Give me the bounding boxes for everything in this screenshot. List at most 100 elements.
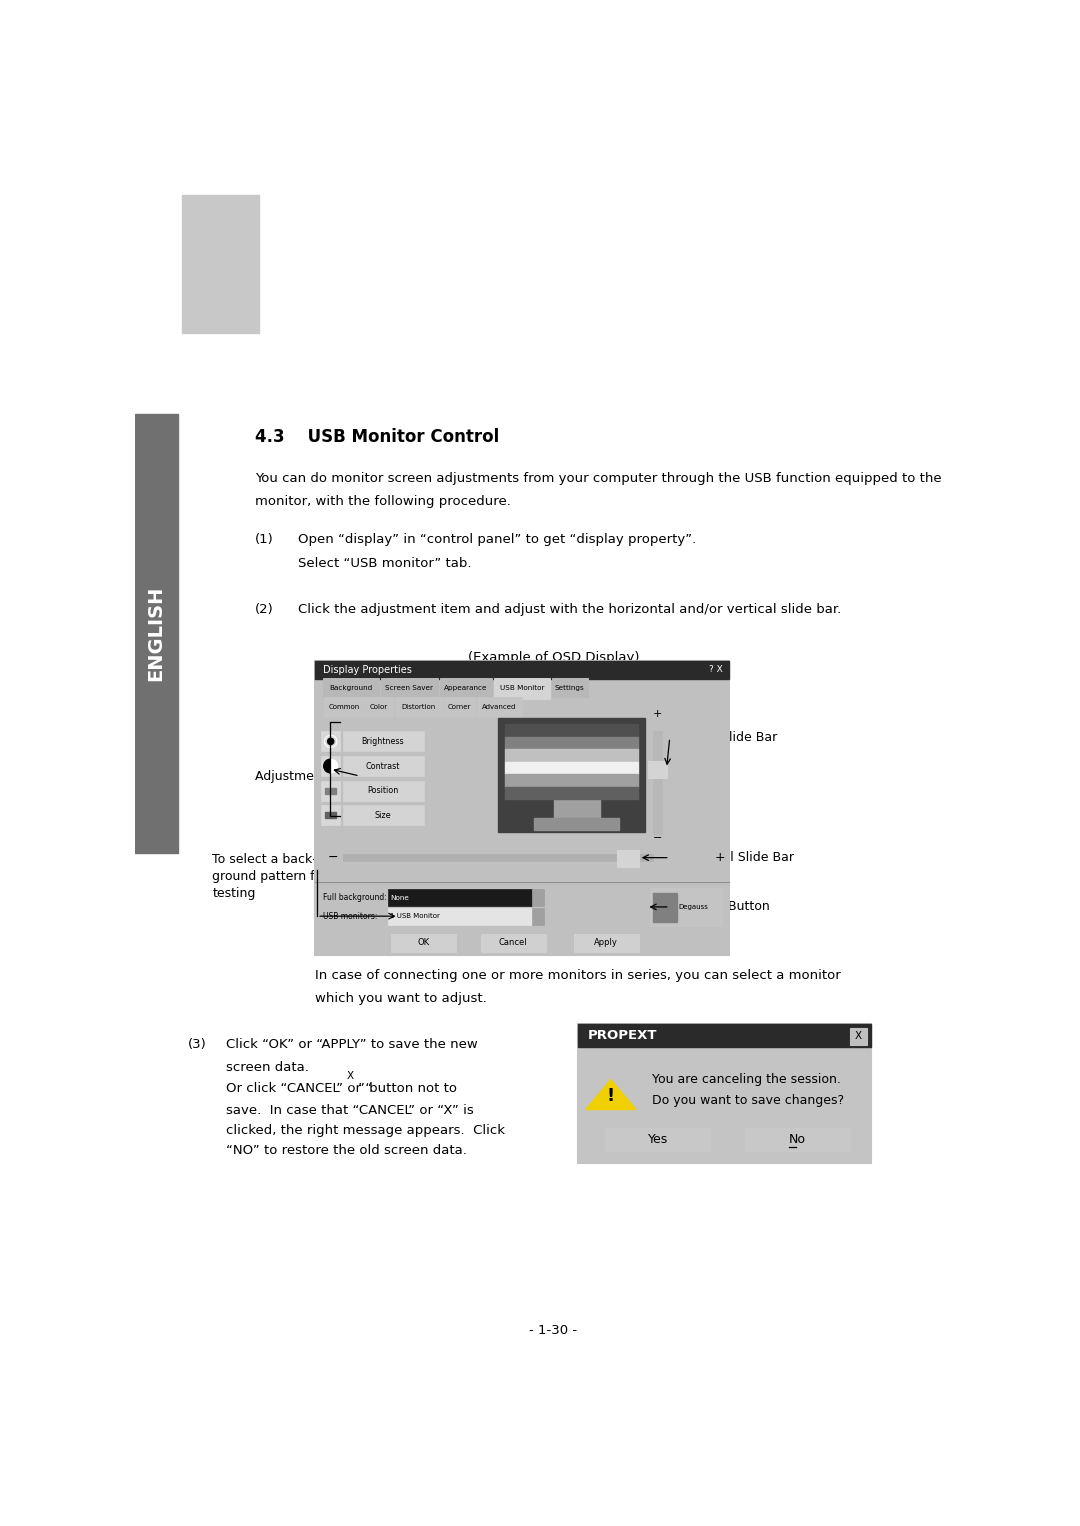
Text: Do you want to save changes?: Do you want to save changes?	[652, 1094, 845, 1108]
Bar	[321, 806, 340, 826]
Text: Settings: Settings	[555, 685, 584, 691]
Bar	[554, 800, 600, 818]
Text: −: −	[327, 852, 338, 864]
Bar	[181, 195, 259, 333]
Bar	[365, 697, 393, 717]
Bar	[573, 934, 638, 952]
Bar	[552, 678, 588, 697]
Bar	[135, 414, 177, 853]
Text: Corner: Corner	[448, 703, 471, 710]
Text: Screen Saver: Screen Saver	[386, 685, 433, 691]
Bar	[504, 725, 638, 737]
Bar	[324, 697, 364, 717]
Text: screen data.: screen data.	[226, 1061, 309, 1074]
Bar	[494, 678, 551, 699]
Bar	[391, 934, 456, 952]
Text: Open “display” in “control panel” to get “display property”.: Open “display” in “control panel” to get…	[298, 534, 696, 546]
Bar	[394, 697, 443, 717]
Bar	[850, 1029, 866, 1045]
Text: !: !	[607, 1087, 615, 1105]
Text: None: None	[390, 894, 409, 900]
Text: Cancel: Cancel	[499, 938, 527, 948]
Text: Apply: Apply	[594, 938, 618, 948]
Bar	[342, 806, 424, 826]
Text: 4.3    USB Monitor Control: 4.3 USB Monitor Control	[255, 427, 499, 446]
Bar	[608, 1131, 707, 1148]
Text: 1 USB Monitor: 1 USB Monitor	[390, 913, 440, 919]
Text: Or click “CANCEL” or “: Or click “CANCEL” or “	[226, 1082, 372, 1096]
Text: Brightness: Brightness	[362, 737, 404, 746]
Text: PROPEXT: PROPEXT	[588, 1029, 657, 1042]
Text: Position: Position	[367, 786, 399, 795]
Bar	[653, 893, 677, 922]
Bar	[314, 661, 729, 955]
Text: Degauss Button: Degauss Button	[670, 900, 769, 914]
Bar	[321, 755, 340, 777]
Text: - 1-30 -: - 1-30 -	[529, 1325, 578, 1337]
Text: Full background:: Full background:	[323, 893, 387, 902]
Bar	[325, 787, 336, 794]
Text: You are canceling the session.: You are canceling the session.	[652, 1073, 841, 1087]
Bar	[342, 731, 424, 751]
Text: +: +	[652, 710, 662, 719]
Bar	[325, 812, 336, 818]
Text: Appearance: Appearance	[444, 685, 488, 691]
Bar	[342, 781, 424, 801]
Bar	[745, 1128, 850, 1151]
Bar	[380, 678, 438, 697]
Text: Common: Common	[328, 703, 360, 710]
Text: Display Properties: Display Properties	[323, 665, 411, 674]
Text: (Example of OSD Display): (Example of OSD Display)	[468, 650, 639, 664]
Text: OK: OK	[417, 938, 430, 948]
Text: testing: testing	[213, 887, 256, 900]
Text: Select “USB monitor” tab.: Select “USB monitor” tab.	[298, 557, 471, 569]
Bar	[440, 678, 492, 697]
Wedge shape	[330, 758, 338, 774]
Bar	[504, 774, 638, 787]
Text: Horizontal Slide Bar: Horizontal Slide Bar	[670, 852, 794, 864]
Bar	[535, 818, 619, 830]
Bar	[444, 697, 475, 717]
Text: −: −	[652, 833, 662, 842]
Bar	[389, 890, 531, 906]
Bar	[321, 781, 340, 801]
Text: Degauss: Degauss	[678, 905, 707, 911]
Bar	[578, 1024, 872, 1163]
Bar	[481, 934, 545, 952]
Text: Adjustment Item: Adjustment Item	[255, 769, 360, 783]
Text: ground pattern for: ground pattern for	[213, 870, 328, 884]
Bar	[343, 1068, 356, 1083]
Bar	[321, 731, 340, 751]
Text: Distortion: Distortion	[402, 703, 435, 710]
Bar	[476, 697, 522, 717]
Text: Size: Size	[375, 810, 391, 819]
Text: Click “OK” or “APPLY” to save the new: Click “OK” or “APPLY” to save the new	[226, 1038, 477, 1051]
Text: Color: Color	[370, 703, 388, 710]
Text: X: X	[347, 1071, 353, 1082]
Text: (3): (3)	[188, 1038, 206, 1051]
Wedge shape	[324, 758, 330, 774]
Text: No: No	[788, 1132, 806, 1146]
Text: clicked, the right message appears.  Click: clicked, the right message appears. Clic…	[226, 1125, 504, 1137]
Text: (2): (2)	[255, 603, 274, 617]
Text: save.  In case that “CANCEL” or “X” is: save. In case that “CANCEL” or “X” is	[226, 1103, 473, 1117]
Text: +: +	[715, 852, 726, 864]
Text: (1): (1)	[255, 534, 274, 546]
Text: In case of connecting one or more monitors in series, you can select a monitor: In case of connecting one or more monito…	[314, 969, 840, 981]
Text: Background: Background	[329, 685, 373, 691]
Bar	[578, 1024, 872, 1047]
Bar	[504, 737, 638, 749]
Text: Vertical Slide Bar: Vertical Slide Bar	[670, 731, 777, 745]
Text: Advanced: Advanced	[482, 703, 516, 710]
Text: ” button not to: ” button not to	[359, 1082, 457, 1096]
Text: ENGLISH: ENGLISH	[147, 586, 165, 681]
Bar	[531, 890, 544, 906]
Text: USB monitors:: USB monitors:	[323, 911, 377, 920]
Text: Contrast: Contrast	[366, 761, 401, 771]
Text: “NO” to restore the old screen data.: “NO” to restore the old screen data.	[226, 1144, 467, 1157]
Bar	[617, 850, 638, 867]
Text: X: X	[854, 1032, 862, 1041]
Bar	[606, 1128, 710, 1151]
Bar	[648, 760, 666, 778]
Bar	[504, 761, 638, 774]
